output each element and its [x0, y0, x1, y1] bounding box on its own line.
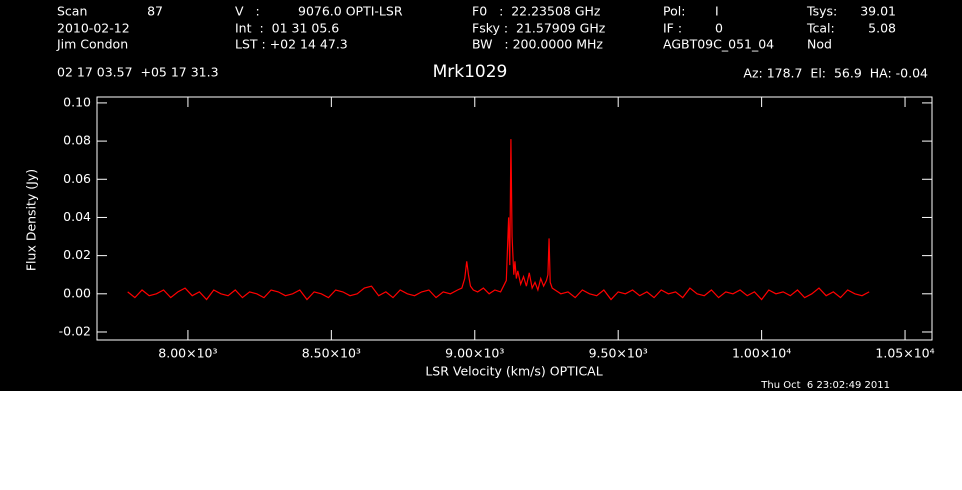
plot-frame	[96, 96, 933, 341]
scan: 87	[147, 4, 163, 19]
x-tick-label: 8.00×10³	[158, 346, 217, 361]
y-tick-label: 0.02	[63, 247, 91, 262]
velocity: 9076.0 OPTI-LSR	[298, 4, 403, 19]
f0: F0 : 22.23508 GHz	[472, 4, 601, 19]
project: AGBT09C_051_04	[663, 37, 774, 52]
fsky: Fsky : 21.57909 GHz	[472, 21, 606, 36]
tcal-label: Tcal:	[806, 21, 835, 36]
spectrum-line	[127, 139, 870, 301]
timestamp: Thu Oct 6 23:02:49 2011	[760, 380, 890, 391]
pol-label: Pol:	[663, 4, 685, 19]
x-axis-label: LSR Velocity (km/s) OPTICAL	[425, 364, 602, 379]
x-tick-label: 1.00×10⁴	[732, 346, 791, 361]
scan-label: Scan	[57, 4, 87, 19]
integration: Int : 01 31 05.6	[235, 21, 339, 36]
chart-title: Mrk1029	[433, 62, 508, 82]
if: 0	[715, 21, 723, 36]
y-tick-label: 0.10	[63, 94, 91, 109]
plot-background	[0, 0, 962, 391]
y-tick-label: -0.02	[59, 323, 91, 338]
bandwidth: BW : 200.0000 MHz	[472, 37, 603, 52]
tsys: 39.01	[860, 4, 896, 19]
tcal: 5.08	[868, 21, 896, 36]
procedure: Nod	[807, 37, 832, 52]
x-tick-label: 9.00×10³	[445, 346, 504, 361]
velocity-label: V :	[235, 4, 260, 19]
y-tick-label: 0.04	[63, 209, 91, 224]
y-tick-label: 0.00	[63, 285, 91, 300]
if-label: IF :	[663, 21, 682, 36]
pol: I	[715, 4, 719, 19]
x-tick-label: 1.05×10⁴	[875, 346, 934, 361]
tsys-label: Tsys:	[806, 4, 837, 19]
y-tick-label: 0.06	[63, 171, 91, 186]
date: 2010-02-12	[57, 21, 130, 36]
x-tick-label: 9.50×10³	[589, 346, 648, 361]
lst: LST : +02 14 47.3	[235, 37, 348, 52]
position: 02 17 03.57 +05 17 31.3	[57, 65, 219, 80]
y-tick-label: 0.08	[63, 133, 91, 148]
observer: Jim Condon	[56, 37, 128, 52]
x-tick-label: 8.50×10³	[302, 346, 361, 361]
pointing: Az: 178.7 El: 56.9 HA: -0.04	[743, 66, 928, 81]
y-axis-label: Flux Density (Jy)	[24, 169, 39, 271]
